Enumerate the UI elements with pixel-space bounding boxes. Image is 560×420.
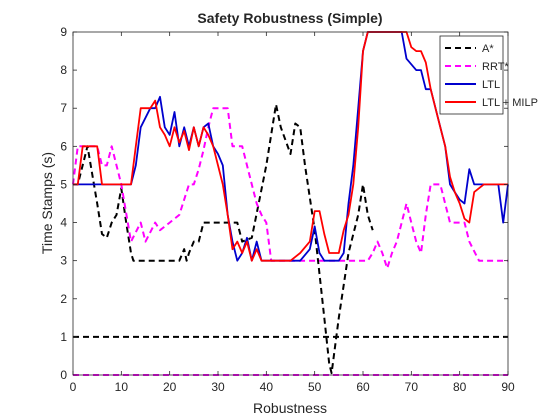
series-line-rrt <box>72 107 508 270</box>
y-tick-label: 7 <box>60 101 67 115</box>
y-tick-label: 5 <box>60 177 67 191</box>
y-tick-label: 2 <box>60 292 67 306</box>
legend-label: LTL <box>482 79 500 91</box>
x-tick-label: 50 <box>308 380 322 394</box>
y-tick-label: 0 <box>60 368 67 382</box>
series-line-ltl <box>73 31 509 262</box>
x-tick-label: 0 <box>70 380 77 394</box>
axes-box <box>72 31 509 376</box>
x-tick-label: 90 <box>501 380 515 394</box>
x-tick-label: 10 <box>115 380 129 394</box>
y-tick-label: 6 <box>60 139 67 153</box>
y-tick-label: 4 <box>60 216 67 230</box>
x-tick-label: 30 <box>211 380 225 394</box>
x-tick-label: 60 <box>356 380 370 394</box>
legend: A* RRT* LTL LTL + MILP <box>439 35 538 115</box>
plot-area <box>73 32 508 375</box>
x-tick-label: 20 <box>163 380 177 394</box>
x-tick-label: 80 <box>453 380 467 394</box>
y-tick-label: 9 <box>60 25 67 39</box>
x-tick-label: 40 <box>260 380 274 394</box>
legend-label: LTL + MILP <box>482 97 538 109</box>
series-line-a <box>73 103 374 375</box>
legend-label: RRT* <box>482 61 509 73</box>
legend-label: A* <box>482 43 494 55</box>
y-tick-label: 3 <box>60 254 67 268</box>
x-tick-label: 70 <box>405 380 419 394</box>
x-axis-label: Robustness <box>253 400 327 416</box>
y-axis: 0 1 2 3 4 5 6 7 8 9 <box>60 25 508 382</box>
x-axis: 0 10 20 30 40 50 60 70 80 90 <box>70 32 515 394</box>
y-axis-label: Time Stamps (s) <box>39 152 55 254</box>
series-line-ltl-milp <box>73 31 508 262</box>
chart-title: Safety Robustness (Simple) <box>197 10 382 26</box>
y-tick-label: 8 <box>60 63 67 77</box>
y-tick-label: 1 <box>60 330 67 344</box>
